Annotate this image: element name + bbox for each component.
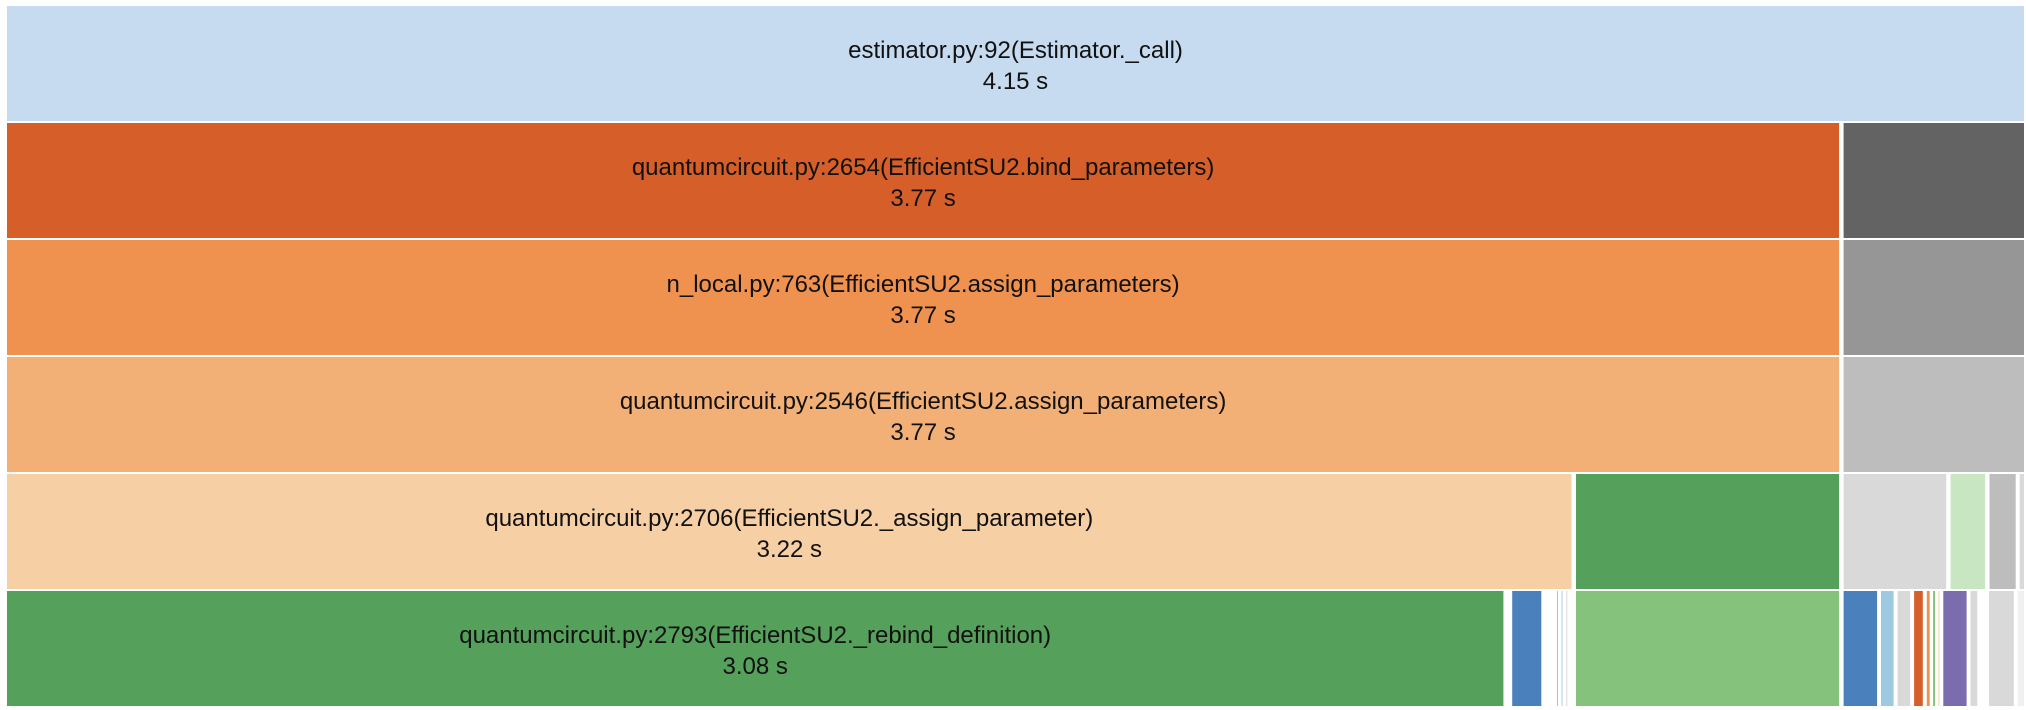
frame-time: 3.77 s	[890, 185, 955, 212]
frame-block[interactable]	[1576, 474, 1840, 589]
frame-block[interactable]	[1970, 591, 1978, 706]
frame-block[interactable]	[7, 240, 1840, 355]
frame-label: quantumcircuit.py:2793(EfficientSU2._reb…	[459, 622, 1051, 649]
frame-block[interactable]	[7, 357, 1840, 472]
frame-block[interactable]	[1881, 591, 1894, 706]
frame-time: 3.77 s	[890, 419, 955, 446]
frames-layer	[7, 6, 2024, 706]
frame-label: n_local.py:763(EfficientSU2.assign_param…	[667, 271, 1180, 298]
frame-block[interactable]	[1576, 591, 1840, 706]
frame-block[interactable]	[7, 123, 1840, 238]
frame-block[interactable]	[1843, 591, 1878, 706]
frame-time: 3.08 s	[723, 653, 788, 680]
frame-block[interactable]	[1989, 591, 2014, 706]
frame-block[interactable]	[1943, 591, 1967, 706]
frame-block[interactable]	[1914, 591, 1923, 706]
frame-time: 4.15 s	[983, 68, 1048, 95]
frame-block[interactable]	[7, 474, 1572, 589]
frame-block[interactable]	[1557, 591, 1558, 706]
frame-block[interactable]	[1950, 474, 1986, 589]
frame-block[interactable]	[7, 6, 2024, 121]
frame-block[interactable]	[2017, 591, 2024, 706]
frame-block[interactable]	[2019, 474, 2024, 589]
frame-block[interactable]	[1897, 591, 1911, 706]
frame-label: quantumcircuit.py:2706(EfficientSU2._ass…	[485, 505, 1093, 532]
frame-time: 3.22 s	[757, 536, 822, 563]
frame-block[interactable]	[1545, 591, 1554, 706]
frame-label: quantumcircuit.py:2654(EfficientSU2.bind…	[632, 154, 1215, 181]
frame-block[interactable]	[1843, 357, 2024, 472]
frame-label: quantumcircuit.py:2546(EfficientSU2.assi…	[620, 388, 1227, 415]
frame-block[interactable]	[1989, 474, 2016, 589]
frame-block[interactable]	[1843, 240, 2024, 355]
labels-layer: estimator.py:92(Estimator._call) 4.15 s qu…	[459, 37, 1226, 680]
frame-block[interactable]	[1512, 591, 1542, 706]
frame-time: 3.77 s	[890, 302, 955, 329]
frame-block[interactable]	[1926, 591, 1930, 706]
frame-block[interactable]	[1933, 591, 1935, 706]
frame-block[interactable]	[1938, 591, 1940, 706]
frame-block[interactable]	[1843, 123, 2024, 238]
frame-block[interactable]	[1566, 591, 1568, 706]
frame-block[interactable]	[1843, 474, 1947, 589]
frame-block[interactable]	[7, 591, 1504, 706]
frame-label: estimator.py:92(Estimator._call)	[848, 37, 1183, 64]
frame-block[interactable]	[1561, 591, 1563, 706]
